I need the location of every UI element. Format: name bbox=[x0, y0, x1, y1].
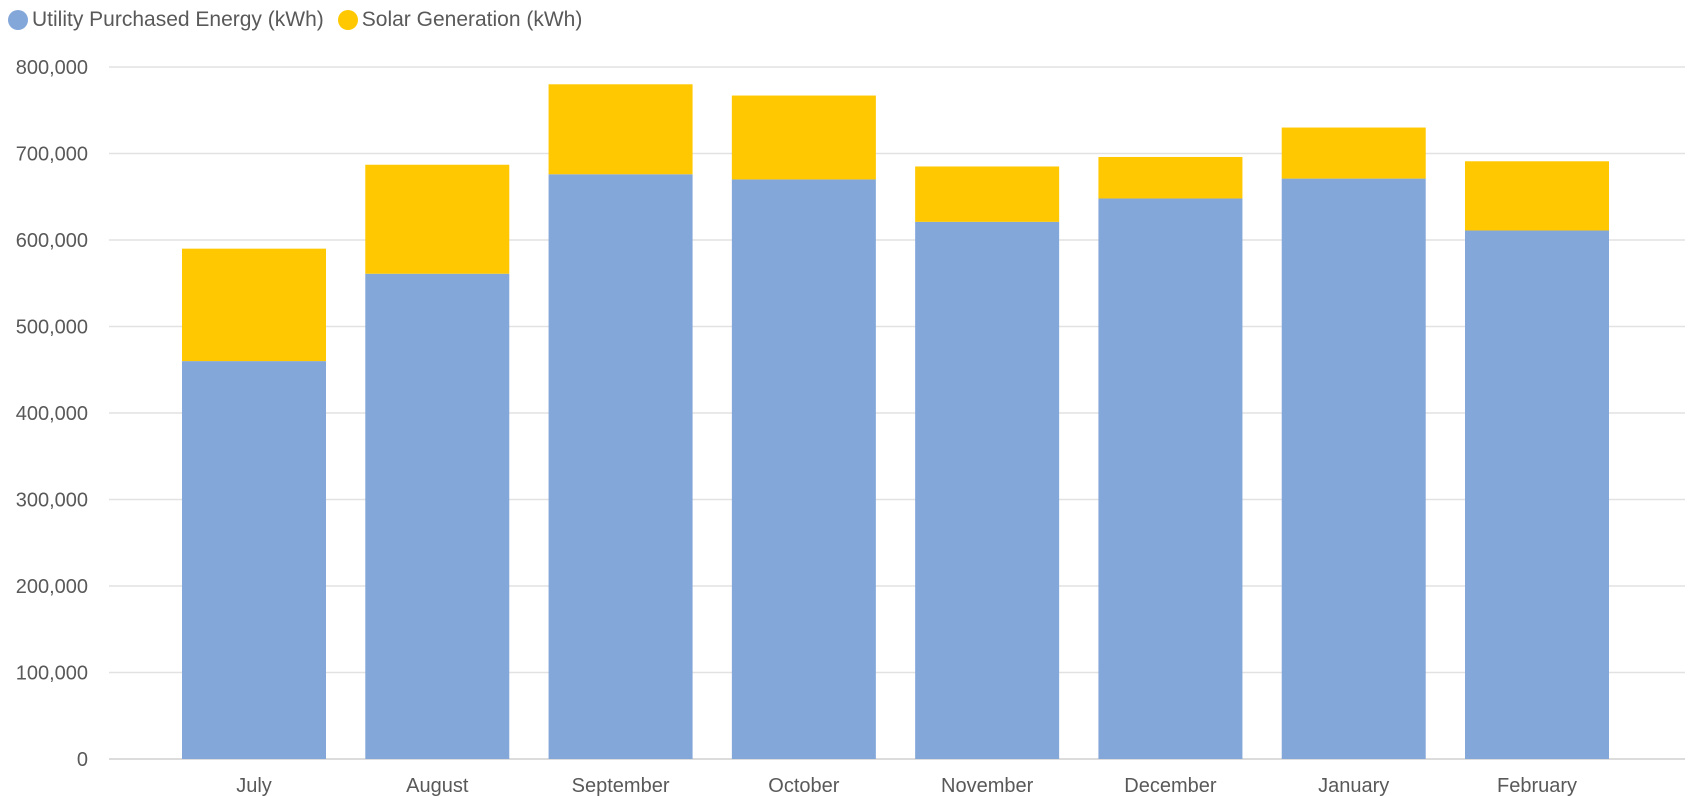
bar-utility bbox=[732, 179, 876, 759]
x-tick-label: July bbox=[236, 775, 272, 796]
bar-solar bbox=[549, 84, 693, 174]
x-tick-label: January bbox=[1318, 775, 1389, 796]
x-tick-label: August bbox=[406, 775, 469, 796]
y-tick-label: 700,000 bbox=[16, 144, 88, 166]
y-tick-label: 800,000 bbox=[16, 57, 88, 79]
y-tick-label: 200,000 bbox=[16, 576, 88, 598]
y-tick-label: 300,000 bbox=[16, 490, 88, 512]
x-tick-label: February bbox=[1497, 775, 1577, 796]
x-tick-label: November bbox=[941, 775, 1034, 796]
bar-solar bbox=[182, 249, 326, 361]
bar-utility bbox=[915, 222, 1059, 759]
x-tick-label: September bbox=[572, 775, 670, 796]
bar-utility bbox=[1098, 198, 1242, 759]
y-tick-label: 400,000 bbox=[16, 403, 88, 425]
x-tick-label: October bbox=[768, 775, 839, 796]
bar-utility bbox=[1465, 230, 1609, 759]
bar-solar bbox=[915, 166, 1059, 221]
x-tick-label: December bbox=[1124, 775, 1217, 796]
bar-solar bbox=[1465, 161, 1609, 230]
y-tick-label: 100,000 bbox=[16, 663, 88, 685]
bar-solar bbox=[1098, 157, 1242, 199]
bar-solar bbox=[732, 96, 876, 180]
y-tick-label: 0 bbox=[77, 749, 88, 771]
bar-solar bbox=[1282, 128, 1426, 179]
bar-utility bbox=[365, 274, 509, 759]
y-tick-label: 600,000 bbox=[16, 230, 88, 252]
bar-solar bbox=[365, 165, 509, 274]
bar-utility bbox=[1282, 179, 1426, 759]
bar-utility bbox=[549, 174, 693, 759]
y-tick-label: 500,000 bbox=[16, 317, 88, 339]
bar-utility bbox=[182, 361, 326, 759]
